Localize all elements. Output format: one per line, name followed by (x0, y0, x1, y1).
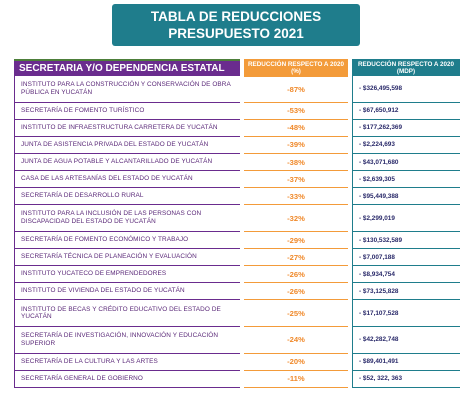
table-row: Instituto para la Inclusión de las Perso… (14, 205, 460, 232)
reduccion-mdp-cell: - $89,401,491 (352, 353, 460, 371)
reduccion-mdp-cell: - $52, 322, 363 (352, 370, 460, 388)
dependencia-cell: Junta de Agua Potable y Alcantarillado d… (14, 153, 240, 172)
table-row: Instituto de Vivienda del Estado de Yuca… (14, 283, 460, 301)
reduccion-pct-cell: -39% (244, 137, 348, 154)
dependencia-cell: Junta de Asistencia Privada del Estado d… (14, 136, 240, 154)
dependencia-cell: Secretaría de Investigación, Innovación … (14, 327, 240, 354)
table-row: Instituto de Infraestructura Carretera d… (14, 119, 460, 137)
reduccion-mdp-cell: - $67,650,912 (352, 102, 460, 120)
reduccion-mdp-cell: - $2,299,019 (352, 205, 460, 232)
reductions-table: Instituto para la Construcción y Conserv… (14, 76, 460, 388)
table-row: Junta de Asistencia Privada del Estado d… (14, 136, 460, 154)
dependencia-cell: Instituto Yucateco de Emprendedores (14, 266, 240, 284)
table-row: Secretaría de Desarrollo Rural -33% - $95,… (14, 188, 460, 206)
reduccion-pct-cell: -27% (244, 249, 348, 267)
table-row: Instituto de Becas y Crédito Educativo d… (14, 300, 460, 328)
table-row: Secretaría de Fomento Económico y Trabaj… (14, 231, 460, 250)
column-header-reduccion-mdp: REDUCCIÓN RESPECTO A 2020 (MDP) (352, 59, 460, 76)
dependencia-cell: Secretaría de Desarrollo Rural (14, 188, 240, 206)
dependencia-cell: Secretaría de la Cultura y las Artes (14, 353, 240, 371)
table-row: Secretaría General de Gobierno -11% - $52,… (14, 370, 460, 388)
reduccion-mdp-cell: - $73,125,828 (352, 283, 460, 301)
reduccion-mdp-cell: - $130,532,589 (352, 231, 460, 250)
table-row: Secretaría de Investigación, Innovación … (14, 327, 460, 354)
reduccion-pct-cell: -26% (244, 266, 348, 284)
column-header-dependencia: SECRETARIA Y/O DEPENDENCIA ESTATAL (14, 59, 240, 76)
dependencia-cell: Secretaría Técnica de Planeación y Evalu… (14, 249, 240, 267)
reduccion-pct-cell: -25% (244, 300, 348, 328)
dependencia-cell: Secretaría de Fomento Económico y Trabaj… (14, 231, 240, 250)
table-row: Secretaría de la Cultura y las Artes -20%… (14, 353, 460, 371)
reduccion-pct-cell: -20% (244, 354, 348, 371)
reduccion-mdp-cell: - $43,071,680 (352, 153, 460, 172)
reduccion-pct-cell: -33% (244, 188, 348, 206)
dependencia-cell: Secretaría de Fomento Turístico (14, 102, 240, 120)
table-row: Junta de Agua Potable y Alcantarillado d… (14, 153, 460, 172)
reduccion-mdp-cell: - $7,007,188 (352, 249, 460, 267)
dependencia-cell: Instituto de Infraestructura Carretera d… (14, 119, 240, 137)
reduccion-pct-cell: -26% (244, 283, 348, 301)
reduccion-pct-cell: -38% (244, 154, 348, 172)
dependencia-cell: Instituto para la Inclusión de las Perso… (14, 205, 240, 232)
dependencia-cell: Casa de las Artesanías del Estado de Yuc… (14, 171, 240, 189)
reduccion-mdp-cell: - $17,107,528 (352, 300, 460, 328)
table-row: Secretaría Técnica de Planeación y Evalu… (14, 249, 460, 267)
table-row: Secretaría de Fomento Turístico -53% - $67… (14, 102, 460, 120)
title-line-1: TABLA DE REDUCCIONES (150, 9, 322, 24)
reduccion-mdp-cell: - $2,224,693 (352, 136, 460, 154)
reduccion-mdp-cell: - $42,282,748 (352, 327, 460, 354)
dependencia-cell: Instituto de Vivienda del Estado de Yuca… (14, 283, 240, 301)
table-row: Casa de las Artesanías del Estado de Yuc… (14, 171, 460, 189)
reduccion-pct-cell: -24% (244, 327, 348, 354)
dependencia-cell: Secretaría General de Gobierno (14, 370, 240, 388)
reduccion-pct-cell: -53% (244, 103, 348, 120)
page-title: TABLA DE REDUCCIONES PRESUPUESTO 2021 (112, 4, 360, 46)
reduccion-pct-cell: -11% (244, 371, 348, 388)
reduccion-mdp-cell: - $177,262,369 (352, 119, 460, 137)
reduccion-mdp-cell: - $95,449,388 (352, 188, 460, 206)
table-row: Instituto Yucateco de Emprendedores -26% -… (14, 266, 460, 284)
reduccion-pct-cell: -29% (244, 232, 348, 250)
reduccion-mdp-cell: - $326,495,598 (352, 76, 460, 103)
table-row: Instituto para la Construcción y Conserv… (14, 76, 460, 103)
reduccion-mdp-cell: - $2,639,305 (352, 171, 460, 189)
column-header-reduccion-pct: REDUCCIÓN RESPECTO A 2020 (%) (244, 59, 348, 76)
reduccion-pct-cell: -37% (244, 171, 348, 189)
dependencia-cell: Instituto de Becas y Crédito Educativo d… (14, 300, 240, 328)
reduccion-pct-cell: -48% (244, 120, 348, 137)
reduccion-pct-cell: -87% (244, 76, 348, 103)
reduccion-pct-cell: -32% (244, 205, 348, 232)
title-line-2: PRESUPUESTO 2021 (168, 26, 304, 41)
reduccion-mdp-cell: - $8,934,754 (352, 266, 460, 284)
dependencia-cell: Instituto para la Construcción y Conserv… (14, 76, 240, 103)
